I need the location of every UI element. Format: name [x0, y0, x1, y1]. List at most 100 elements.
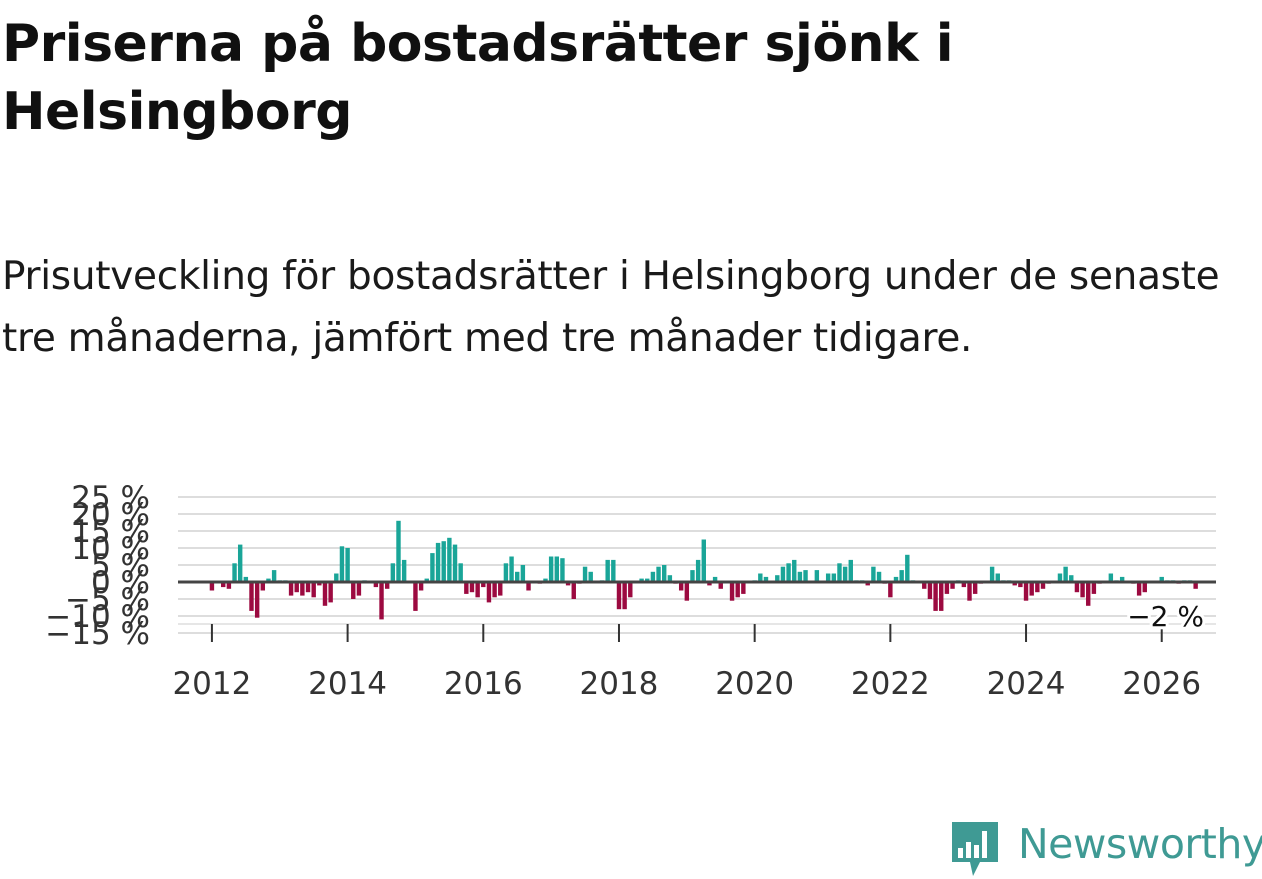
bar — [611, 559, 616, 582]
bar — [662, 565, 667, 582]
bar — [401, 559, 407, 582]
bar — [650, 571, 656, 582]
bar — [814, 570, 820, 582]
newsworthy-logo: Newsworthy — [948, 818, 1262, 878]
y-tick-label: −10 % — [45, 599, 150, 635]
bar — [775, 575, 780, 582]
bar — [842, 566, 848, 582]
bar — [678, 582, 684, 591]
bar — [209, 582, 215, 591]
x-tick-label: 2016 — [444, 666, 523, 702]
bar — [989, 566, 995, 582]
bar — [729, 582, 735, 601]
y-tick-label: −15 % — [45, 616, 150, 652]
bar — [543, 578, 548, 582]
bar — [356, 582, 362, 596]
bar — [351, 582, 356, 599]
bar — [871, 566, 876, 582]
bar — [763, 576, 769, 582]
bar — [548, 556, 554, 582]
newsworthy-logo-icon — [952, 822, 998, 876]
bar — [701, 539, 706, 582]
x-tick-label: 2024 — [987, 666, 1066, 702]
bar — [758, 573, 763, 582]
bar — [1108, 573, 1114, 582]
y-tick-label: 20 % — [71, 497, 150, 533]
bar — [266, 578, 271, 582]
bar — [1091, 582, 1097, 594]
bar — [260, 582, 266, 591]
y-tick-label: 25 % — [71, 480, 150, 516]
bar — [967, 582, 972, 601]
bar — [1069, 575, 1074, 582]
bar — [927, 582, 933, 599]
bar — [322, 582, 328, 606]
bar — [848, 559, 853, 582]
bar — [718, 582, 723, 589]
bar — [492, 582, 497, 598]
bar — [1074, 582, 1080, 593]
bar — [571, 582, 576, 599]
bar-chart: 25 %20 %15 %10 %5 %0 %−5 %−10 %−15 % 201… — [45, 480, 1216, 702]
bar — [1018, 582, 1023, 588]
bar — [498, 582, 503, 596]
bar — [452, 544, 458, 582]
x-tick-label: 2022 — [851, 666, 930, 702]
bar — [243, 576, 249, 582]
bar — [656, 566, 661, 582]
bars — [209, 520, 1198, 620]
bar — [1012, 582, 1017, 586]
bar — [560, 558, 565, 582]
bar — [588, 571, 593, 582]
bar — [616, 582, 622, 610]
bar — [707, 582, 712, 586]
bar — [271, 570, 277, 582]
bar — [628, 582, 633, 598]
bar — [667, 575, 673, 582]
bar — [396, 520, 401, 582]
bar — [379, 582, 384, 620]
bar — [837, 563, 842, 582]
bar — [475, 582, 480, 598]
bar — [384, 582, 390, 589]
bar — [1080, 582, 1085, 598]
x-tick-label: 2020 — [715, 666, 794, 702]
bar — [435, 542, 441, 582]
bar — [922, 582, 927, 589]
bar — [803, 570, 808, 582]
bar — [232, 563, 237, 582]
bar — [1086, 582, 1091, 606]
bar — [995, 573, 1000, 582]
bar — [300, 582, 305, 596]
bar — [1029, 582, 1034, 596]
y-tick-label: 10 % — [71, 531, 150, 567]
bar — [565, 582, 571, 586]
bar — [582, 566, 588, 582]
bar — [509, 556, 514, 582]
bar — [1040, 582, 1046, 589]
chart-subtitle: Prisutveckling för bostadsrätter i Helsi… — [2, 254, 1220, 361]
bar — [639, 578, 644, 582]
y-tick-label: −5 % — [65, 582, 150, 618]
bar — [418, 582, 424, 591]
bar — [249, 582, 254, 611]
bar — [944, 582, 950, 594]
bar — [458, 563, 463, 582]
bar — [413, 582, 418, 611]
bar — [1193, 582, 1198, 589]
bar — [486, 582, 492, 603]
y-tick-label: 0 % — [91, 565, 150, 601]
bar — [1057, 573, 1063, 582]
bar — [1035, 582, 1040, 593]
x-tick-label: 2014 — [308, 666, 387, 702]
bar — [503, 563, 509, 582]
bar — [684, 582, 690, 601]
bar — [221, 582, 226, 588]
bar — [554, 556, 559, 582]
bar — [1159, 576, 1164, 582]
bar — [317, 582, 322, 586]
bar — [645, 578, 650, 582]
bar — [311, 582, 316, 598]
bar — [865, 582, 870, 586]
bar — [825, 573, 831, 582]
